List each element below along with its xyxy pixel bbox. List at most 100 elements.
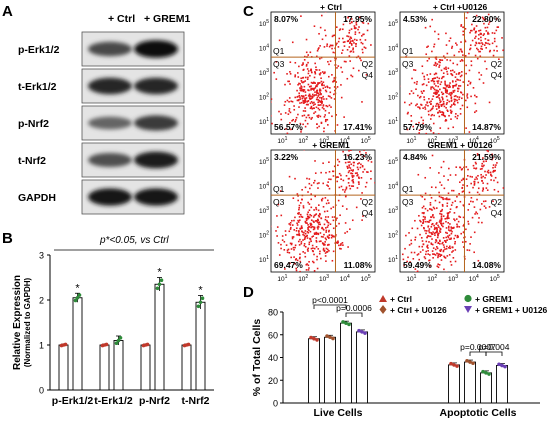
q4-percent: 14.08% bbox=[472, 260, 501, 270]
event-dot bbox=[302, 88, 304, 91]
event-dot bbox=[447, 229, 450, 231]
event-dot bbox=[432, 214, 434, 216]
event-dot bbox=[477, 174, 479, 177]
y-tick-label: 0 bbox=[273, 399, 278, 409]
y-axis-tick-label: 104 bbox=[388, 44, 398, 53]
event-dot bbox=[440, 105, 443, 107]
event-dot bbox=[457, 90, 459, 93]
event-dot bbox=[356, 174, 358, 177]
event-dot bbox=[333, 216, 336, 218]
event-dot bbox=[444, 240, 447, 242]
x-axis-tick-label: 104 bbox=[469, 274, 479, 283]
event-dot bbox=[451, 69, 454, 72]
event-dot bbox=[308, 178, 311, 180]
event-dot bbox=[464, 40, 467, 43]
event-dot bbox=[313, 253, 315, 256]
event-dot bbox=[489, 49, 492, 52]
data-point bbox=[325, 334, 329, 338]
event-dot bbox=[454, 234, 457, 237]
event-dot bbox=[480, 45, 483, 48]
event-dot bbox=[436, 95, 439, 98]
x-category-label: p-Nrf2 bbox=[139, 395, 170, 407]
event-dot bbox=[417, 106, 419, 108]
event-dot bbox=[436, 231, 438, 234]
event-dot bbox=[299, 270, 301, 272]
event-dot bbox=[415, 83, 418, 85]
event-dot bbox=[311, 260, 314, 263]
event-dot bbox=[346, 35, 348, 37]
event-dot bbox=[319, 92, 321, 94]
event-dot bbox=[429, 208, 431, 210]
data-point bbox=[73, 298, 78, 303]
event-dot bbox=[314, 62, 316, 65]
event-dot bbox=[326, 251, 329, 253]
event-dot bbox=[351, 75, 354, 78]
bar bbox=[496, 365, 508, 404]
event-dot bbox=[449, 211, 451, 213]
event-dot bbox=[453, 103, 456, 106]
event-dot bbox=[466, 106, 469, 109]
event-dot bbox=[441, 113, 443, 116]
event-dot bbox=[443, 67, 446, 70]
y-axis-tick-label: 101 bbox=[259, 255, 269, 264]
event-dot bbox=[454, 80, 457, 83]
event-dot bbox=[322, 104, 325, 107]
event-dot bbox=[485, 46, 488, 49]
event-dot bbox=[476, 57, 479, 60]
x-axis-tick-label: 104 bbox=[340, 136, 350, 145]
event-dot bbox=[361, 219, 363, 221]
x-axis-tick-label: 105 bbox=[490, 136, 500, 145]
event-dot bbox=[422, 83, 425, 85]
event-dot bbox=[425, 84, 428, 87]
event-dot bbox=[312, 81, 315, 84]
event-dot bbox=[352, 164, 355, 167]
event-dot bbox=[490, 174, 492, 176]
event-dot bbox=[448, 198, 451, 201]
event-dot bbox=[452, 91, 455, 93]
x-axis-tick-label: 102 bbox=[427, 274, 437, 283]
event-dot bbox=[428, 241, 430, 243]
event-dot bbox=[285, 128, 287, 130]
event-dot bbox=[294, 61, 297, 64]
event-dot bbox=[332, 80, 335, 83]
event-dot bbox=[327, 216, 330, 218]
event-dot bbox=[437, 234, 439, 236]
event-dot bbox=[452, 86, 454, 89]
pvalue-live-a-bracket bbox=[313, 304, 347, 309]
event-dot bbox=[348, 170, 351, 172]
event-dot bbox=[313, 270, 316, 272]
event-dot bbox=[305, 97, 308, 99]
event-dot bbox=[303, 85, 306, 88]
legend-label: + GREM1 bbox=[475, 294, 513, 304]
event-dot bbox=[307, 103, 309, 106]
event-dot bbox=[322, 87, 325, 90]
event-dot bbox=[300, 95, 303, 97]
event-dot bbox=[291, 100, 294, 103]
event-dot bbox=[449, 260, 452, 263]
event-dot bbox=[486, 26, 489, 29]
event-dot bbox=[425, 132, 428, 134]
event-dot bbox=[422, 249, 424, 251]
event-dot bbox=[452, 90, 455, 92]
event-dot bbox=[297, 113, 299, 116]
event-dot bbox=[302, 239, 304, 241]
event-dot bbox=[484, 38, 487, 40]
data-point bbox=[497, 362, 501, 367]
event-dot bbox=[319, 100, 321, 103]
event-dot bbox=[481, 167, 483, 170]
event-dot bbox=[441, 77, 443, 80]
event-dot bbox=[393, 222, 395, 224]
event-dot bbox=[473, 206, 476, 208]
event-dot bbox=[477, 48, 479, 51]
event-dot bbox=[438, 226, 440, 228]
event-dot bbox=[357, 55, 360, 58]
event-dot bbox=[442, 244, 445, 246]
event-dot bbox=[455, 83, 458, 86]
event-dot bbox=[360, 198, 362, 200]
event-dot bbox=[350, 42, 353, 45]
event-dot bbox=[318, 221, 321, 224]
event-dot bbox=[336, 158, 339, 161]
event-dot bbox=[324, 89, 327, 92]
event-dot bbox=[450, 264, 453, 266]
